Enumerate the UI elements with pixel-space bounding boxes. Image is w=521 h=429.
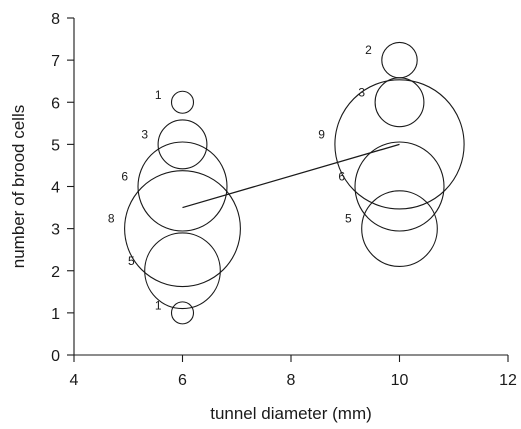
bubble — [334, 79, 465, 210]
trend-line-group — [182, 143, 400, 209]
count-label: 5 — [345, 212, 352, 226]
y-tick-label: 1 — [51, 306, 60, 323]
count-label: 5 — [128, 254, 135, 268]
count-label: 8 — [108, 212, 115, 226]
y-tick-label: 3 — [51, 222, 60, 239]
y-tick-label: 6 — [51, 95, 60, 112]
y-tick-label: 7 — [51, 53, 60, 70]
y-tick-label: 0 — [51, 348, 60, 365]
count-label: 9 — [318, 127, 325, 141]
bubble — [144, 232, 221, 310]
x-axis-title: tunnel diameter (mm) — [210, 404, 372, 423]
x-tick-label: 10 — [391, 372, 409, 389]
count-label: 6 — [121, 170, 128, 184]
y-tick-label: 8 — [51, 11, 60, 28]
bubble — [381, 41, 418, 79]
x-tick-label: 12 — [499, 372, 517, 389]
bubble — [170, 90, 195, 114]
y-axis-title: number of brood cells — [9, 105, 28, 268]
x-tick-label: 8 — [287, 372, 296, 389]
count-label: 6 — [338, 170, 345, 184]
y-tick-label: 5 — [51, 137, 60, 154]
bubble — [361, 190, 438, 267]
bubble — [124, 170, 241, 288]
count-labels: 1 5 8 6 3 1 5 6 9 3 2 — [108, 43, 372, 312]
y-tick-label: 2 — [51, 264, 60, 281]
count-label: 3 — [141, 127, 148, 141]
count-label: 3 — [358, 85, 365, 99]
bubble — [137, 141, 228, 232]
bubble — [157, 119, 208, 170]
x-tick-label: 4 — [70, 372, 79, 389]
bubble — [374, 77, 425, 128]
y-tick-label: 4 — [51, 180, 60, 197]
bubble — [170, 301, 195, 325]
trend-line — [182, 143, 400, 209]
count-label: 1 — [155, 298, 162, 312]
count-label: 1 — [155, 88, 162, 102]
count-label: 2 — [365, 43, 372, 57]
bubbles — [124, 41, 465, 325]
bubble — [354, 141, 445, 232]
x-tick-label: 6 — [178, 372, 187, 389]
